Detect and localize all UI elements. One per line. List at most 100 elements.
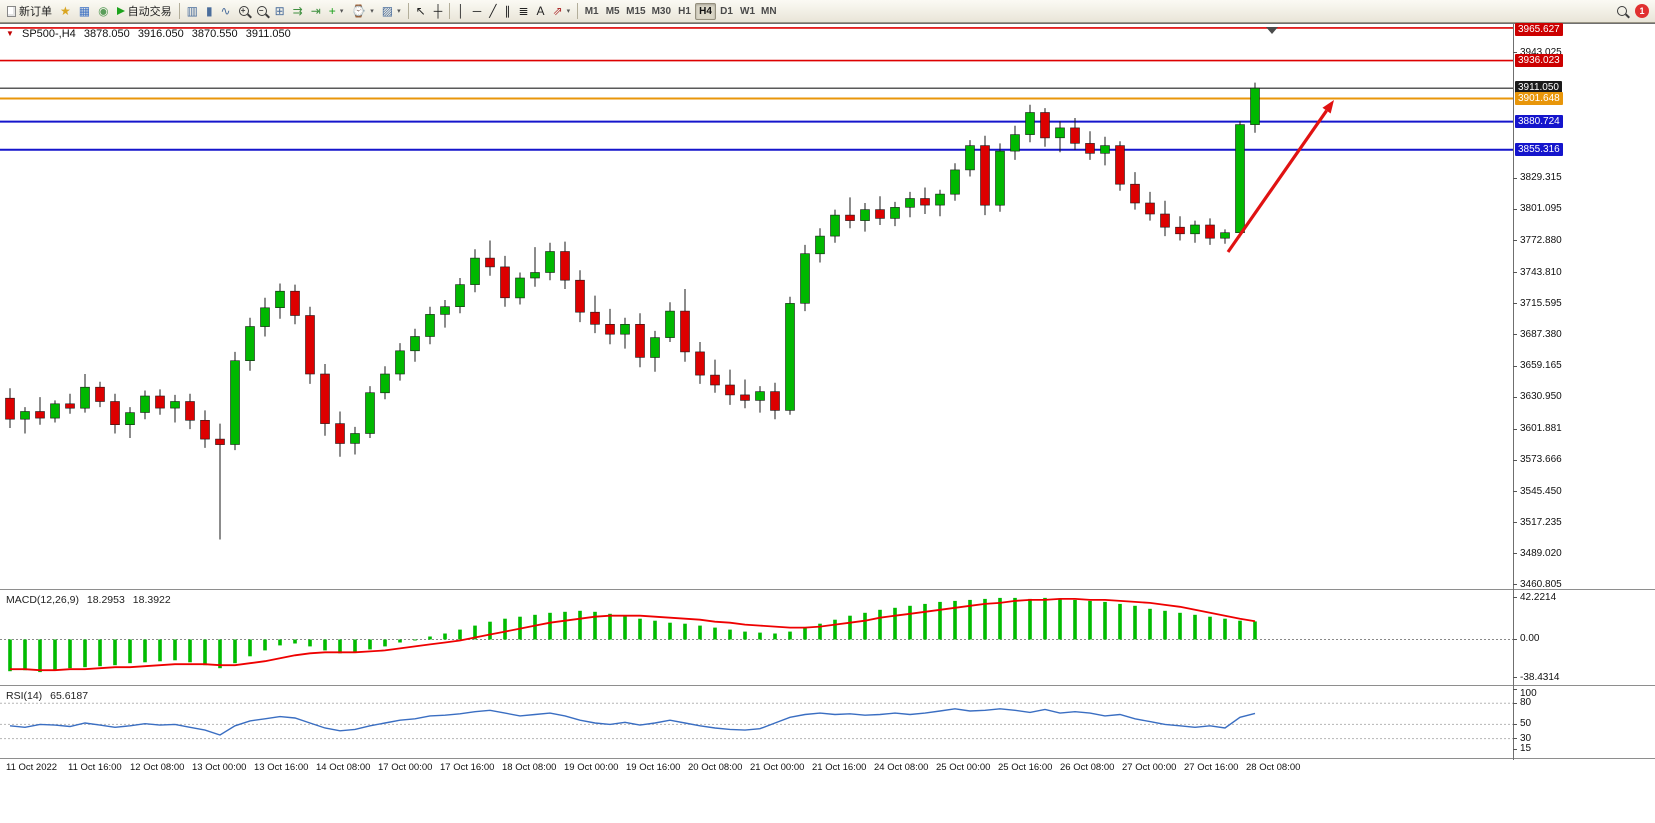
price-axis-label: 3772.880 xyxy=(1520,234,1562,246)
axis-tick xyxy=(1513,702,1517,704)
chevron-down-icon: ▾ xyxy=(370,8,374,15)
time-axis-label: 21 Oct 16:00 xyxy=(812,762,867,773)
cursor-button[interactable]: ↖ xyxy=(412,2,430,21)
macd-histogram-bar xyxy=(158,639,162,662)
timeframe-m15-button[interactable]: M15 xyxy=(623,3,648,20)
channel-icon: ∥ xyxy=(504,4,511,18)
axis-tick xyxy=(1513,334,1517,336)
fibonacci-icon: ≣ xyxy=(518,4,529,18)
high-value: 3916.050 xyxy=(137,28,184,40)
timeframe-d1-button[interactable]: D1 xyxy=(716,3,737,20)
low-value: 3870.550 xyxy=(191,28,238,40)
macd-title: MACD(12,26,9) xyxy=(6,594,79,606)
zoom-out-button[interactable]: − xyxy=(253,2,271,21)
line-chart-button[interactable]: ∿ xyxy=(217,2,235,21)
timeframe-h1-button[interactable]: H1 xyxy=(674,3,695,20)
candle xyxy=(185,401,195,421)
trendline-icon: ╱ xyxy=(489,4,497,18)
candle xyxy=(365,392,375,434)
candle xyxy=(1235,124,1245,233)
candle xyxy=(1040,112,1050,139)
price-axis-label: 3743.810 xyxy=(1520,266,1562,278)
macd-histogram-bar xyxy=(98,639,102,667)
axis-tick xyxy=(1513,240,1517,242)
arrows-button[interactable]: ⇗ ▾ xyxy=(549,2,575,21)
candle xyxy=(815,235,825,255)
trend-arrow-annotation[interactable] xyxy=(1226,109,1328,253)
candle xyxy=(95,386,105,402)
macd-histogram-bar xyxy=(1103,601,1107,640)
candlestick-chart-button[interactable]: ▮ xyxy=(202,2,217,21)
timeframe-m5-button[interactable]: M5 xyxy=(602,3,623,20)
crosshair-button[interactable]: ┼ xyxy=(430,2,447,21)
channel-button[interactable]: ∥ xyxy=(500,2,514,21)
favorites-button[interactable]: ★ xyxy=(56,2,75,21)
horizontal-line-button[interactable]: ─ xyxy=(469,2,486,21)
candle xyxy=(740,394,750,401)
candle xyxy=(500,266,510,299)
macd-histogram-bar xyxy=(968,599,972,640)
timeframe-w1-button[interactable]: W1 xyxy=(737,3,758,20)
price-chart-canvas[interactable] xyxy=(0,25,1513,588)
fibonacci-button[interactable]: ≣ xyxy=(514,2,532,21)
macd-axis-label: 0.00 xyxy=(1520,633,1540,645)
macd-histogram-bar xyxy=(818,623,822,640)
tile-windows-button[interactable]: ⊞ xyxy=(271,2,289,21)
candle xyxy=(770,391,780,411)
chart-shift-icon: ⇥ xyxy=(310,4,321,18)
navigator-button[interactable]: ◉ xyxy=(94,2,112,21)
time-axis-label: 19 Oct 16:00 xyxy=(626,762,681,773)
candle xyxy=(800,253,810,304)
price-axis-badge: 3880.724 xyxy=(1515,114,1563,128)
vertical-line-button[interactable]: │ xyxy=(453,2,469,21)
candle xyxy=(860,209,870,221)
macd-histogram-bar xyxy=(833,619,837,640)
candle xyxy=(530,272,540,279)
chevron-down-icon: ▾ xyxy=(566,8,571,15)
timeframe-mn-button[interactable]: MN xyxy=(758,3,780,20)
market-watch-button[interactable]: ▦ xyxy=(75,2,94,21)
candle xyxy=(890,207,900,219)
timeframe-m30-button[interactable]: M30 xyxy=(649,3,674,20)
text-button[interactable]: A xyxy=(533,2,549,21)
chart-shift-button[interactable]: ⇥ xyxy=(307,2,325,21)
macd-histogram-bar xyxy=(803,627,807,640)
macd-histogram-bar xyxy=(1058,598,1062,640)
symbol-marker-icon: ▼ xyxy=(6,29,14,38)
pane-separator[interactable] xyxy=(0,758,1655,759)
auto-scroll-button[interactable]: ⇉ xyxy=(289,2,307,21)
auto-trading-button[interactable]: 自动交易 xyxy=(113,2,176,21)
pane-separator[interactable] xyxy=(0,685,1655,686)
macd-histogram-bar xyxy=(773,633,777,640)
macd-histogram-bar xyxy=(203,639,207,666)
timeframe-m1-button[interactable]: M1 xyxy=(581,3,602,20)
axis-tick xyxy=(1513,522,1517,524)
templates-button[interactable]: ▨ ▾ xyxy=(378,2,405,21)
macd-histogram-bar xyxy=(503,618,507,640)
search-button[interactable] xyxy=(1613,2,1631,21)
macd-signal-value: 18.3922 xyxy=(132,594,171,606)
rsi-indicator-label: RSI(14) 65.6187 xyxy=(6,690,93,702)
macd-histogram-bar xyxy=(1043,597,1047,640)
chart-shift-marker[interactable] xyxy=(1266,27,1278,34)
pane-separator[interactable] xyxy=(0,589,1655,590)
periods-button[interactable]: ⌚ ▾ xyxy=(347,2,377,21)
candle xyxy=(1220,232,1230,239)
line-chart-icon: ∿ xyxy=(220,4,231,18)
candle xyxy=(635,323,645,358)
trendline-button[interactable]: ╱ xyxy=(485,2,500,21)
candle xyxy=(1250,87,1260,125)
zoom-in-button[interactable]: + xyxy=(235,2,253,21)
toolbar-separator xyxy=(407,3,409,19)
rsi-canvas[interactable] xyxy=(0,689,1513,757)
notification-badge[interactable]: 1 xyxy=(1635,4,1649,18)
bar-chart-button[interactable]: ▥ xyxy=(183,2,202,21)
candle xyxy=(1115,145,1125,185)
timeframe-h4-button[interactable]: H4 xyxy=(695,2,717,20)
zoom-in-icon: + xyxy=(238,6,249,16)
macd-canvas[interactable] xyxy=(0,592,1513,684)
candle xyxy=(920,198,930,206)
candle xyxy=(215,438,225,445)
new-order-button[interactable]: 新订单 xyxy=(3,2,56,21)
indicators-button[interactable]: + ▾ xyxy=(325,2,348,21)
